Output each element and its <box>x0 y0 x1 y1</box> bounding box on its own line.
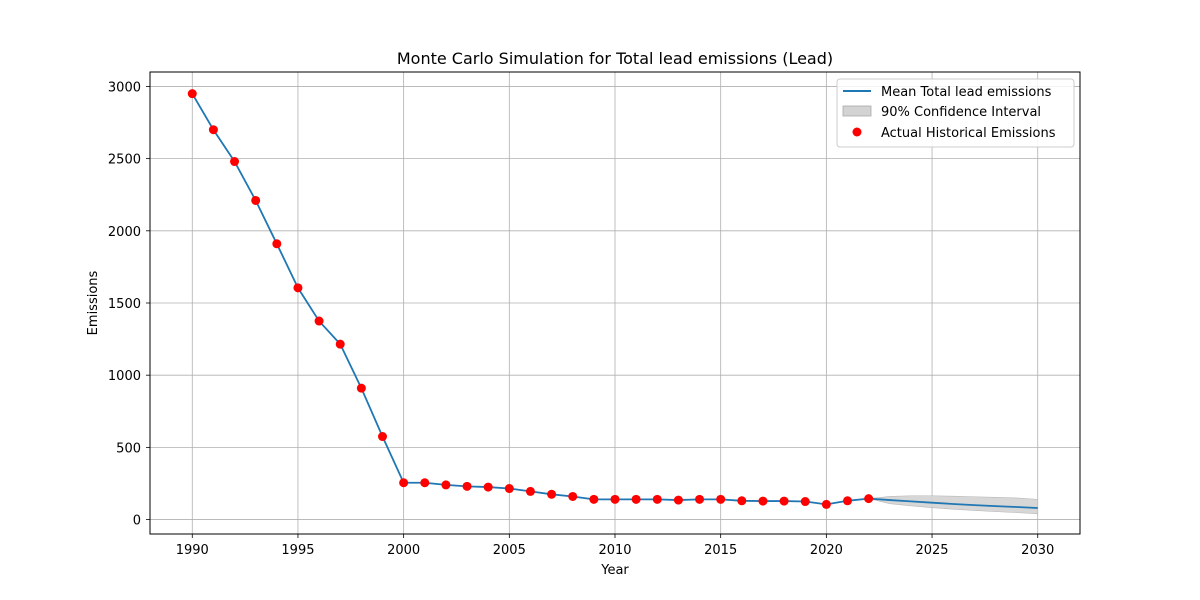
legend-mean-label: Mean Total lead emissions <box>881 85 1052 100</box>
y-tick-label: 1000 <box>108 369 141 384</box>
actual-point <box>504 484 514 494</box>
legend-actual-label: Actual Historical Emissions <box>881 126 1056 141</box>
actual-point <box>525 486 535 496</box>
actual-point <box>758 496 768 506</box>
x-tick-label: 2005 <box>493 543 526 558</box>
actual-point <box>399 478 409 488</box>
y-tick-label: 2000 <box>108 225 141 240</box>
actual-point <box>716 494 726 504</box>
actual-point <box>187 89 197 99</box>
actual-point <box>610 494 620 504</box>
legend-box <box>836 78 1075 148</box>
legend-ci-label: 90% Confidence Interval <box>881 105 1041 120</box>
x-tick-label: 2025 <box>915 543 948 558</box>
y-tick-label: 0 <box>133 514 141 529</box>
actual-point <box>695 494 705 504</box>
x-axis-ticks: 1990 1995 2000 2005 2010 2015 2020 2025 2030 <box>176 534 1054 558</box>
x-tick-label: 2020 <box>810 543 843 558</box>
y-tick-label: 1500 <box>108 297 141 312</box>
actual-point <box>779 496 789 506</box>
legend-actual-swatch <box>852 127 862 137</box>
grid <box>150 72 1080 534</box>
actual-point <box>737 496 747 506</box>
x-tick-label: 2015 <box>704 543 737 558</box>
actual-point <box>843 496 852 506</box>
actual-point <box>378 432 387 442</box>
actual-point <box>673 495 683 505</box>
y-tick-label: 2500 <box>108 153 141 168</box>
y-axis-ticks: 0 500 1000 1500 2000 2500 3000 <box>108 80 150 529</box>
actual-point <box>441 480 451 490</box>
actual-point <box>800 497 810 507</box>
x-tick-label: 2000 <box>387 543 420 558</box>
actual-point <box>589 494 599 504</box>
actual-point <box>251 195 261 205</box>
legend: Mean Total lead emissions 90% Confidence… <box>836 78 1075 148</box>
actual-point <box>335 339 345 349</box>
actual-point <box>864 494 874 504</box>
x-tick-label: 2030 <box>1021 543 1054 558</box>
legend-ci-swatch <box>842 105 872 117</box>
actual-point <box>420 478 430 488</box>
actual-point <box>293 283 303 293</box>
actual-point <box>314 316 324 326</box>
x-tick-label: 1995 <box>281 543 314 558</box>
actual-point <box>568 491 578 501</box>
x-tick-label: 2010 <box>598 543 631 558</box>
y-tick-label: 500 <box>116 441 141 456</box>
x-axis-label: Year <box>600 563 629 578</box>
actual-point <box>483 482 493 492</box>
actual-point <box>462 481 472 491</box>
actual-points-layer <box>187 89 874 509</box>
actual-point <box>652 494 662 504</box>
y-axis-label: Emissions <box>86 270 101 335</box>
chart-title: Monte Carlo Simulation for Total lead em… <box>397 49 833 68</box>
actual-point <box>356 383 366 393</box>
actual-point <box>230 157 240 167</box>
y-tick-label: 3000 <box>108 80 141 95</box>
actual-point <box>272 239 282 249</box>
x-tick-label: 1990 <box>176 543 209 558</box>
actual-point <box>631 494 641 504</box>
actual-point <box>821 499 831 509</box>
actual-point <box>208 125 218 135</box>
actual-point <box>547 489 557 499</box>
